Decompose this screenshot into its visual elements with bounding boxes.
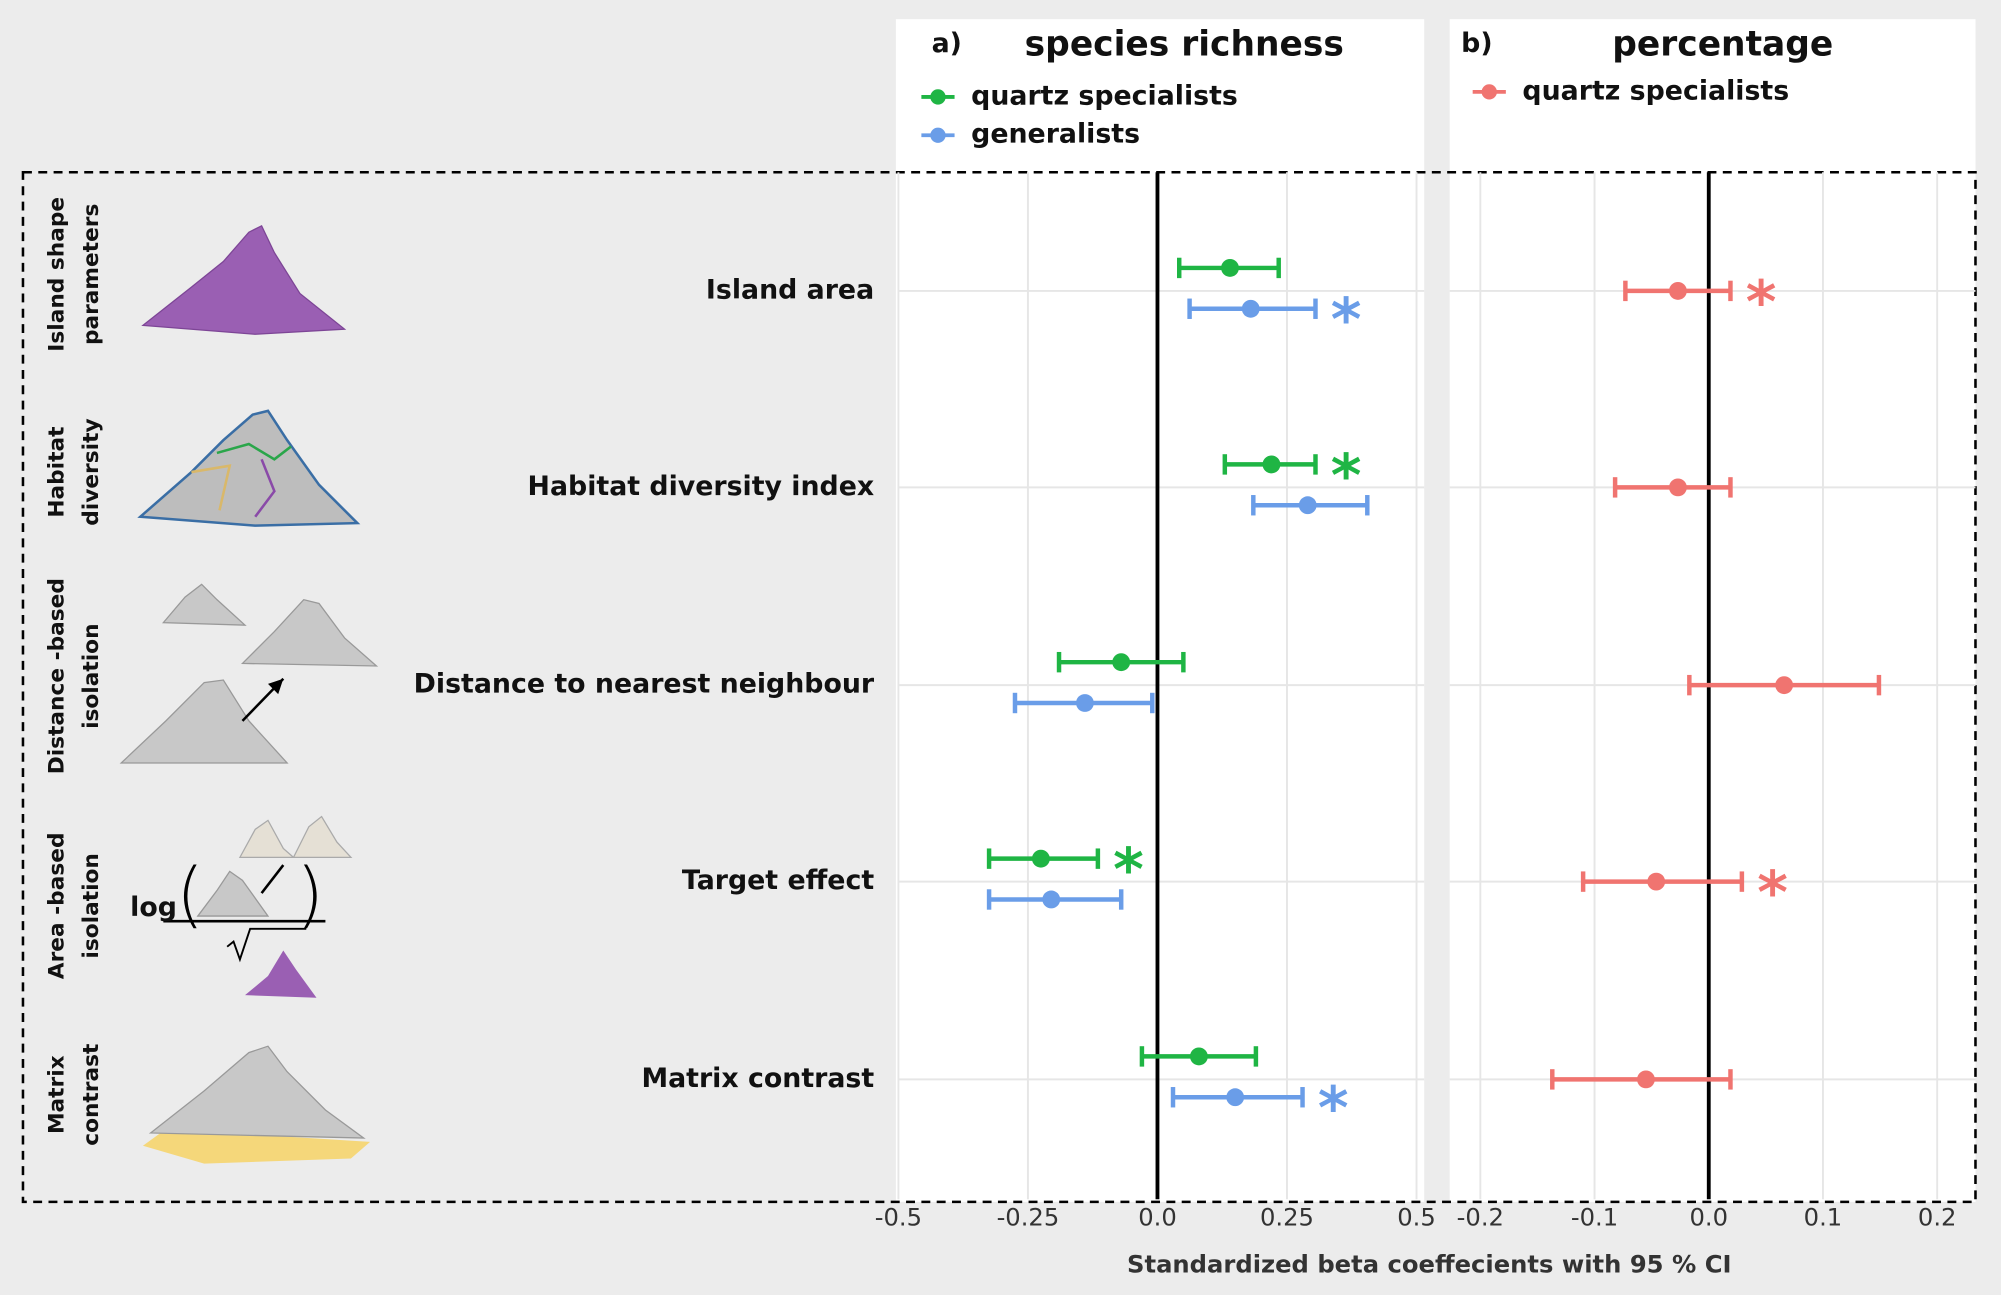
purple-island: [141, 224, 347, 335]
x-tick-label: -0.25: [997, 1202, 1060, 1231]
point: [1075, 694, 1094, 712]
legend-swatch: [930, 89, 946, 105]
x-axis-label: Standardized beta coeffecients with 95 %…: [1127, 1250, 1731, 1279]
point: [1262, 455, 1281, 474]
x-tick-label: -0.2: [1457, 1202, 1504, 1231]
group-label: diversity: [79, 418, 104, 525]
target-island: [292, 815, 353, 859]
point: [1241, 299, 1260, 318]
group-label: Matrix: [44, 1055, 69, 1134]
x-tick-label: 0.0: [1689, 1202, 1728, 1231]
sqrt-sign: [226, 927, 307, 963]
panel-title: species richness: [1025, 24, 1344, 64]
focal-island-small: [196, 870, 270, 917]
target-island: [238, 819, 296, 859]
point: [1042, 890, 1061, 909]
point: [1775, 676, 1794, 695]
group-label: Distance -based: [44, 578, 69, 774]
significance-mark: *: [1757, 859, 1788, 927]
row-label: Matrix contrast: [641, 1063, 874, 1094]
x-tick-label: -0.1: [1571, 1202, 1618, 1231]
row-label: Target effect: [682, 865, 874, 896]
group-label: Area -based: [44, 833, 69, 980]
significance-mark: *: [1331, 286, 1362, 354]
panel-label: b): [1461, 28, 1492, 59]
point: [1647, 872, 1666, 891]
point: [1112, 653, 1131, 672]
matrix-island: [148, 1045, 366, 1139]
habitat-island: [137, 409, 361, 527]
group-label: contrast: [79, 1044, 104, 1146]
significance-mark: *: [1331, 442, 1362, 510]
habitat-line: [254, 458, 276, 518]
group-label: isolation: [79, 623, 104, 728]
legend-entry: quartz specialists: [971, 80, 1238, 111]
habitat-line: [191, 464, 232, 511]
point: [1221, 259, 1239, 277]
panel-b: [1449, 19, 1976, 1202]
point: [1226, 1088, 1245, 1107]
x-tick-label: 0.25: [1260, 1202, 1314, 1231]
point: [1668, 478, 1687, 497]
x-tick-label: -0.5: [875, 1202, 922, 1231]
purple-island-small: [245, 950, 317, 998]
row-label: Island area: [706, 274, 874, 305]
frame: [21, 170, 1977, 1204]
point: [1668, 281, 1687, 300]
significance-mark: *: [1746, 268, 1777, 336]
legend-swatch: [1481, 84, 1497, 100]
x-tick-label: 0.5: [1397, 1202, 1436, 1231]
group-label: parameters: [79, 204, 104, 345]
panel-label: a): [932, 28, 962, 59]
row-label: Distance to nearest neighbour: [414, 669, 875, 700]
legend-swatch: [930, 127, 946, 143]
significance-mark: *: [1318, 1075, 1349, 1143]
point: [1298, 496, 1317, 515]
point: [1637, 1070, 1655, 1089]
habitat-line: [216, 442, 292, 461]
legend-entry: generalists: [971, 119, 1140, 150]
arrow-head: [267, 678, 284, 695]
arrow: [260, 864, 285, 894]
illustrations: ( ): [119, 224, 379, 1164]
point: [1189, 1047, 1208, 1066]
small-island: [162, 583, 247, 626]
x-tick-label: 0.2: [1918, 1202, 1957, 1231]
legend-entry: quartz specialists: [1522, 75, 1789, 106]
paren: (: [176, 853, 204, 936]
x-tick-label: 0.0: [1138, 1202, 1177, 1231]
panel-a: [895, 19, 1425, 1202]
focal-island: [119, 679, 289, 764]
formula-label: log: [130, 892, 177, 923]
significance-mark: *: [1113, 836, 1144, 904]
x-tick-label: 0.1: [1804, 1202, 1843, 1231]
neighbour-island: [240, 598, 379, 667]
matrix: [142, 1129, 371, 1164]
group-label: isolation: [79, 853, 104, 958]
group-label: Island shape: [44, 197, 69, 352]
group-label: Habitat: [44, 427, 69, 518]
point: [1031, 849, 1050, 868]
row-label: Habitat diversity index: [528, 471, 875, 502]
paren: ): [296, 853, 324, 936]
panel-title: percentage: [1612, 24, 1833, 64]
